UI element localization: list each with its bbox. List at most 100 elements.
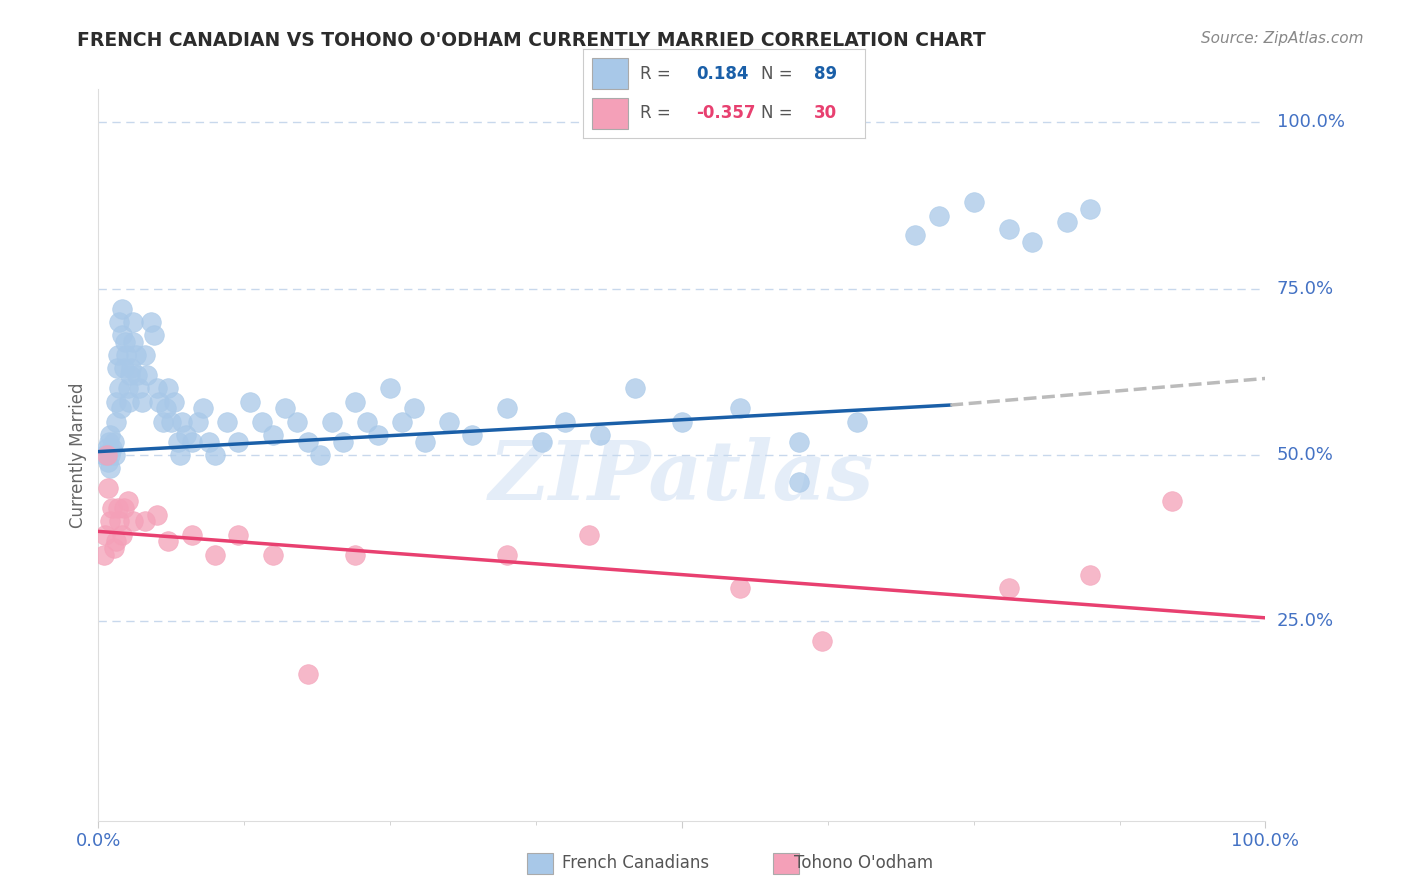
Point [204,548,226,562]
Point [146,381,169,395]
Point [131,394,153,409]
Point [98,515,121,529]
Point [787,475,810,489]
Point [274,401,297,416]
Point [928,209,950,223]
Point [461,428,484,442]
Point [846,415,869,429]
Point [96,442,118,456]
Point [104,415,127,429]
Point [262,548,284,562]
Point [589,428,612,442]
Text: 75.0%: 75.0% [1277,280,1334,298]
Point [96,448,118,462]
Point [125,368,148,383]
Text: -0.357: -0.357 [696,104,755,122]
Point [110,401,132,416]
Point [93,448,115,462]
Point [811,634,834,648]
Point [228,527,250,541]
Point [107,348,129,362]
Point [309,448,332,462]
Point [297,667,319,681]
Point [117,381,139,395]
Point [108,315,131,329]
Point [904,228,927,243]
Point [1056,215,1078,229]
Bar [592,58,628,89]
Point [108,381,131,395]
Point [125,348,148,362]
Text: R =: R = [640,104,671,122]
Point [496,401,519,416]
Point [112,361,135,376]
Text: N =: N = [761,64,792,83]
Text: ZIPatlas: ZIPatlas [489,437,875,516]
Point [285,415,308,429]
Text: Tohono O'odham: Tohono O'odham [794,855,934,872]
Point [530,434,553,449]
Bar [592,98,628,129]
Point [321,415,343,429]
Point [105,361,128,376]
Point [250,415,273,429]
Point [111,328,134,343]
Point [136,368,159,383]
Point [112,501,135,516]
Point [180,527,202,541]
Text: FRENCH CANADIAN VS TOHONO O'ODHAM CURRENTLY MARRIED CORRELATION CHART: FRENCH CANADIAN VS TOHONO O'ODHAM CURREN… [77,31,986,50]
Point [101,501,124,516]
Point [1161,494,1184,508]
Point [111,301,134,316]
Point [103,434,125,449]
Point [578,527,600,541]
Point [107,501,129,516]
Text: N =: N = [761,104,792,122]
Point [163,394,186,409]
Point [104,534,127,549]
Point [98,448,121,462]
Point [104,394,127,409]
Point [391,415,413,429]
Point [367,428,389,442]
Point [239,394,262,409]
Text: 89: 89 [814,64,837,83]
Text: 30: 30 [814,104,837,122]
Point [111,527,134,541]
Point [155,401,177,416]
Point [344,548,367,562]
Point [93,548,115,562]
Text: 100.0%: 100.0% [1277,113,1344,131]
Point [198,434,221,449]
Point [94,527,117,541]
Point [134,515,156,529]
Text: 0.184: 0.184 [696,64,748,83]
Point [174,428,197,442]
Point [115,348,138,362]
Point [134,348,156,362]
Point [98,428,121,442]
Point [103,541,125,555]
Point [143,328,166,343]
Point [97,434,120,449]
Point [402,401,425,416]
Point [262,428,284,442]
Point [204,448,226,462]
Text: Source: ZipAtlas.com: Source: ZipAtlas.com [1201,31,1364,46]
Point [344,394,367,409]
Point [180,434,202,449]
Point [1080,202,1102,216]
Point [98,461,121,475]
Point [157,534,180,549]
Point [117,494,139,508]
Point [148,394,170,409]
Point [128,381,150,395]
Point [108,515,131,529]
Point [997,222,1019,236]
Point [228,434,250,449]
Point [159,415,181,429]
Point [122,334,145,349]
Point [1080,567,1102,582]
Point [120,361,142,376]
Point [332,434,354,449]
